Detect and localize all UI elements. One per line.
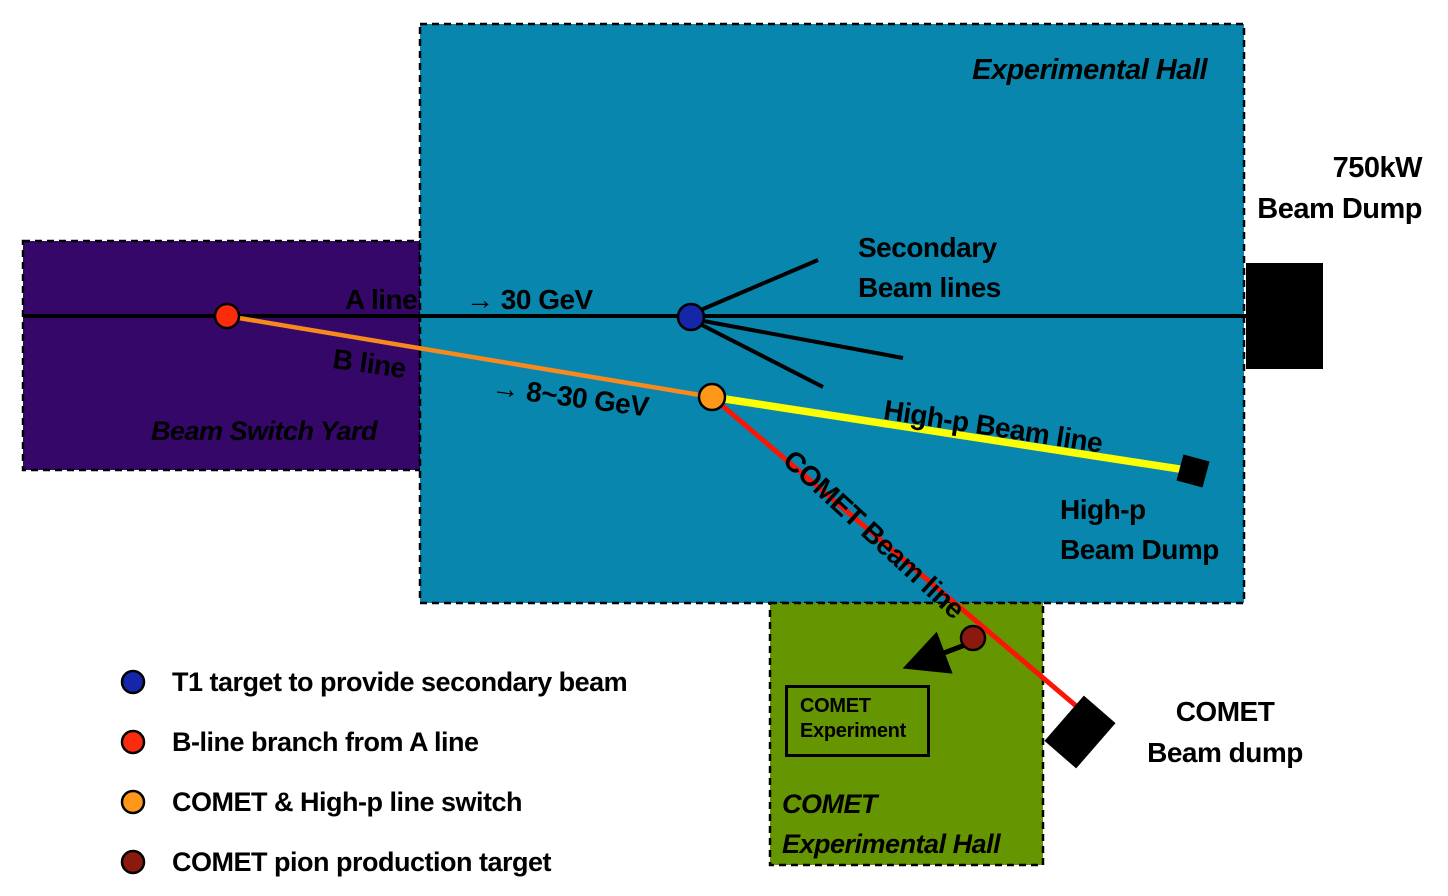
beam-dump-750-label: 750kW Beam Dump bbox=[1230, 148, 1422, 230]
legend-label-pion-target: COMET pion production target bbox=[172, 846, 551, 877]
t1-target-dot bbox=[676, 302, 706, 332]
secondary-label-line2: Beam lines bbox=[858, 272, 1001, 303]
t1-target-legend-dot-icon bbox=[120, 669, 146, 695]
high-p-beam-line bbox=[711, 393, 1187, 474]
line-switch-dot bbox=[697, 382, 727, 412]
secondary-label-line1: Secondary bbox=[858, 232, 997, 263]
comet-hall-label: COMET Experimental Hall bbox=[782, 784, 1001, 864]
legend-item-b-line-branch: B-line branch from A line bbox=[120, 712, 627, 772]
experimental-hall-region bbox=[418, 22, 1246, 605]
line-switch-legend-dot-icon bbox=[120, 789, 146, 815]
legend-item-pion-target: COMET pion production target bbox=[120, 832, 627, 892]
pion-target-legend-dot-icon bbox=[120, 849, 146, 875]
high-p-dump-label-line1: High-p bbox=[1060, 494, 1146, 525]
beam-dump-750-label-line1: 750kW bbox=[1332, 152, 1423, 184]
comet-experiment-box: COMET Experiment bbox=[785, 685, 930, 757]
comet-experiment-line2: Experiment bbox=[800, 720, 906, 742]
b-line-branch-legend-dot-icon bbox=[120, 729, 146, 755]
comet-dump-label-line2: Beam dump bbox=[1147, 737, 1303, 768]
comet-beam-dump-block bbox=[1044, 695, 1116, 769]
comet-hall-label-line2: Experimental Hall bbox=[782, 829, 1001, 859]
secondary-beam-lines-label: Secondary Beam lines bbox=[858, 228, 1001, 308]
comet-beam-line bbox=[710, 395, 1090, 718]
legend-label-line-switch: COMET & High-p line switch bbox=[172, 786, 523, 817]
secondary-beam-line-1 bbox=[695, 258, 819, 314]
secondary-beam-line-2 bbox=[697, 318, 904, 360]
a-line-label: A line bbox=[345, 284, 418, 315]
beam-dump-750-block bbox=[1246, 263, 1323, 369]
high-p-beam-dump-label: High-p Beam Dump bbox=[1060, 490, 1219, 570]
comet-experiment-line1: COMET bbox=[800, 695, 871, 717]
comet-dump-label-line1: COMET bbox=[1175, 696, 1275, 727]
beam-switch-yard-label: Beam Switch Yard bbox=[150, 416, 378, 446]
beam-dump-750-label-line2: Beam Dump bbox=[1257, 193, 1422, 225]
legend: T1 target to provide secondary beam B-li… bbox=[120, 652, 628, 892]
pion-target-arrow bbox=[902, 631, 966, 674]
legend-label-b-line-branch: B-line branch from A line bbox=[172, 726, 479, 757]
b-line-beam bbox=[226, 313, 713, 400]
experimental-hall-label: Experimental Hall bbox=[972, 54, 1207, 86]
b-line-branch-dot bbox=[213, 302, 241, 330]
pion-target-dot bbox=[959, 624, 987, 652]
high-p-dump-label-line2: Beam Dump bbox=[1060, 534, 1219, 565]
energy-30gev-label: → 30 GeV bbox=[466, 284, 593, 315]
legend-item-t1-target: T1 target to provide secondary beam bbox=[120, 652, 628, 712]
beam-switch-yard-region bbox=[21, 239, 422, 472]
high-p-beam-dump-block bbox=[1176, 454, 1210, 488]
secondary-beam-line-3 bbox=[695, 320, 824, 389]
legend-label-t1-target: T1 target to provide secondary beam bbox=[172, 666, 628, 697]
comet-hall-label-line1: COMET bbox=[782, 789, 878, 819]
legend-item-line-switch: COMET & High-p line switch bbox=[120, 772, 627, 832]
comet-beam-dump-label: COMET Beam dump bbox=[1120, 691, 1330, 773]
